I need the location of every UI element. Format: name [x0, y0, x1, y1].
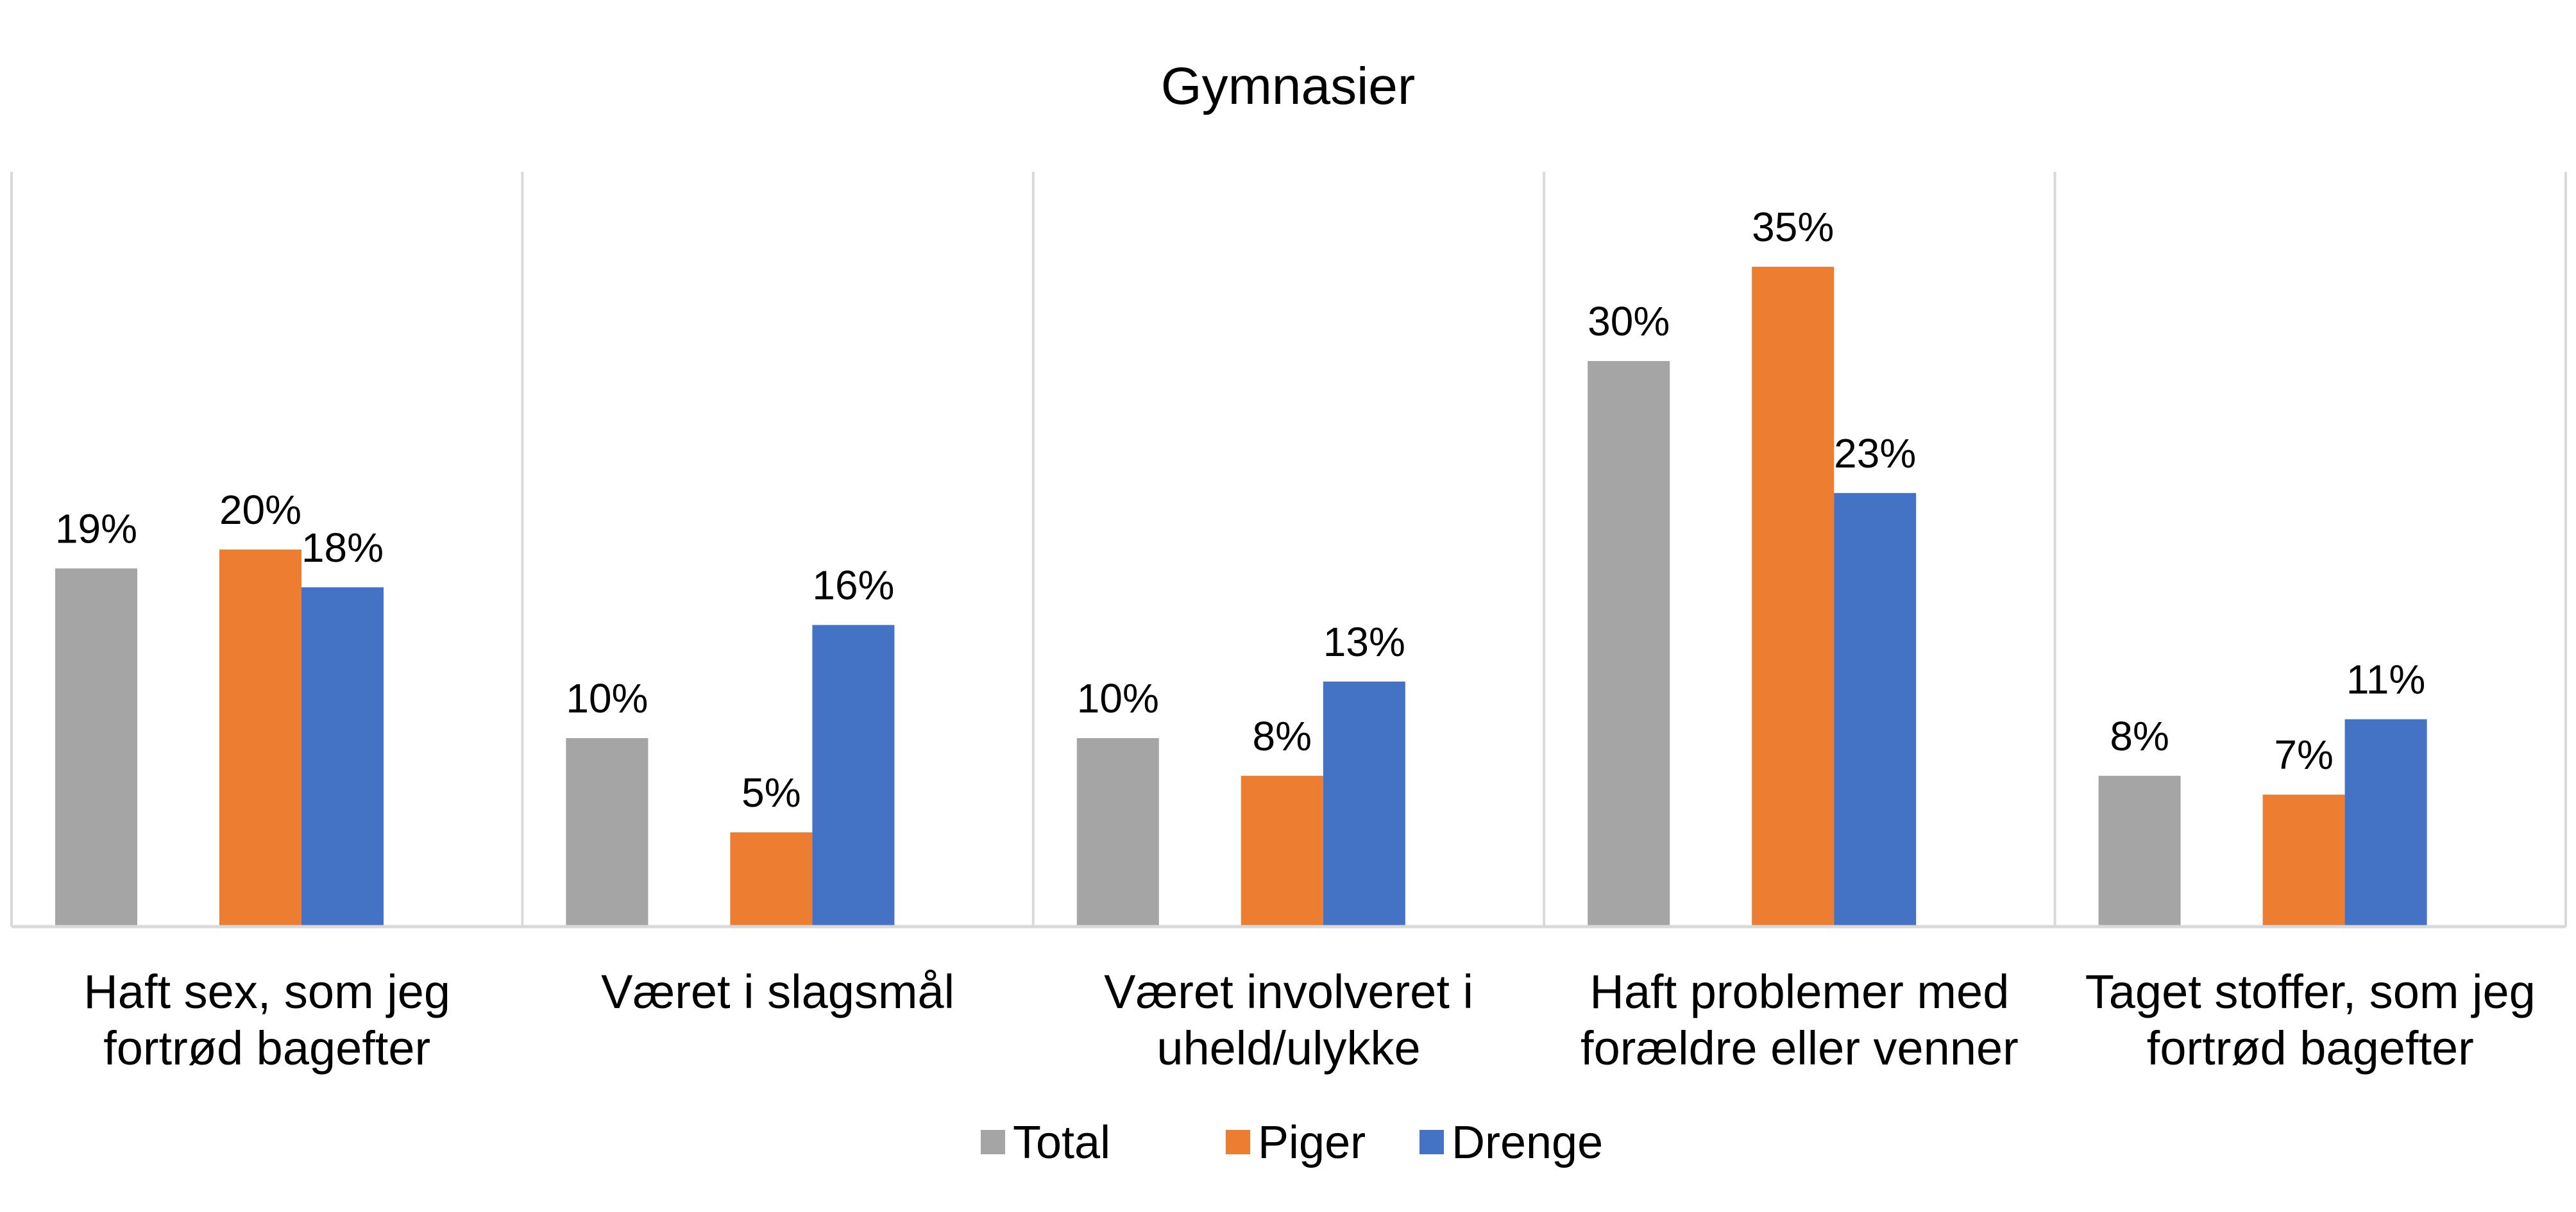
data-label: 7%: [2274, 732, 2334, 778]
legend-label-total: Total: [1013, 1117, 1110, 1168]
data-label: 8%: [2110, 713, 2169, 759]
category-label: fortrød bagefter: [103, 1022, 430, 1075]
data-label: 20%: [219, 487, 301, 533]
bar-drenge: [812, 625, 895, 927]
legend-swatch-total: [981, 1130, 1005, 1154]
bar-piger: [730, 832, 813, 927]
chart-title: Gymnasier: [1161, 57, 1415, 115]
category-label: uheld/ulykke: [1157, 1022, 1420, 1075]
bar-piger: [1241, 775, 1323, 927]
bar-total: [566, 738, 648, 927]
legend-swatch-drenge: [1419, 1130, 1444, 1154]
bar-piger: [219, 550, 301, 927]
data-label: 19%: [55, 505, 137, 551]
data-label: 11%: [2346, 657, 2425, 703]
bar-total: [1076, 738, 1159, 927]
category-separators: [10, 172, 2567, 927]
bar-piger: [1752, 267, 1835, 927]
bar-total: [2098, 775, 2181, 927]
legend: Total Piger Drenge: [981, 1117, 1603, 1168]
category-label: Været involveret i: [1104, 965, 1473, 1018]
value-labels: 19% 10% 10% 30% 8% 20% 5% 8% 35% 7% 18% 16% 13% 23% 11…: [55, 204, 2425, 816]
data-label: 13%: [1323, 619, 1405, 665]
data-label: 30%: [1588, 298, 1670, 344]
data-label: 10%: [1077, 675, 1159, 721]
data-label: 10%: [566, 675, 648, 721]
legend-label-drenge: Drenge: [1452, 1117, 1603, 1168]
bar-drenge: [2344, 719, 2427, 927]
bar-total: [55, 568, 137, 927]
bar-drenge: [1834, 492, 1917, 927]
data-label: 16%: [812, 562, 894, 609]
legend-label-piger: Piger: [1258, 1117, 1366, 1168]
data-label: 35%: [1752, 204, 1834, 250]
category-label: forældre eller venner: [1580, 1022, 2019, 1075]
bar-drenge: [1323, 681, 1405, 927]
legend-swatch-piger: [1226, 1130, 1250, 1154]
data-label: 18%: [301, 525, 384, 571]
bar-total: [1588, 361, 1670, 927]
data-label: 23%: [1834, 430, 1916, 476]
bar-piger: [2262, 795, 2345, 927]
category-label: fortrød bagefter: [2147, 1022, 2474, 1075]
data-label: 8%: [1253, 713, 1312, 759]
category-label: Haft problemer med: [1589, 965, 2009, 1018]
category-label: Taget stoffer, som jeg: [2085, 965, 2536, 1018]
data-label: 5%: [741, 770, 801, 816]
bar-drenge: [301, 587, 384, 927]
category-label: Haft sex, som jeg: [83, 965, 450, 1018]
category-label: Været i slagsmål: [601, 965, 954, 1018]
bars: [55, 267, 2427, 927]
